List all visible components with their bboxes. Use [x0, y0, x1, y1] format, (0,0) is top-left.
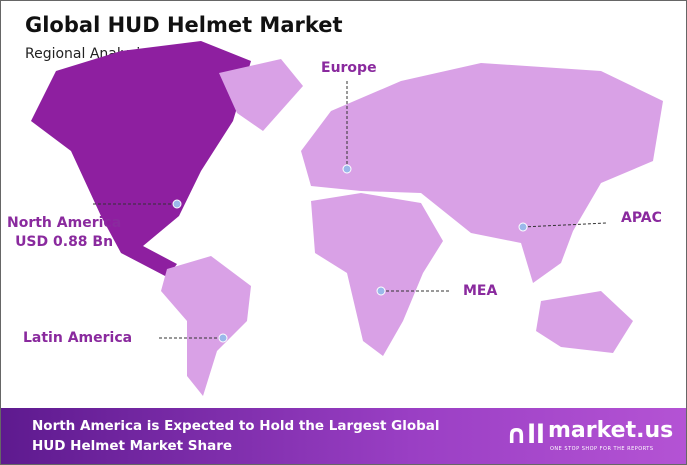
region-value: USD 0.88 Bn [15, 234, 114, 250]
label-mea: MEA [463, 283, 498, 299]
region-name: North America [7, 215, 122, 231]
map-north-america [31, 41, 251, 277]
marker-mea [376, 286, 386, 296]
label-apac: APAC [621, 210, 662, 226]
banner-text: North America is Expected to Hold the La… [32, 416, 440, 456]
marker-north-america [172, 199, 182, 209]
banner-line-1: North America is Expected to Hold the La… [32, 418, 440, 434]
world-map [31, 41, 663, 396]
leader-apac [522, 222, 607, 228]
logo-name: market.us [548, 418, 674, 443]
page-title: Global HUD Helmet Market [25, 13, 343, 37]
map-africa [311, 193, 443, 356]
map-south-america [161, 256, 251, 396]
label-latin-america: Latin America [23, 330, 133, 346]
marker-latin-america [218, 333, 228, 343]
marker-apac [518, 222, 528, 232]
market-us-logo-icon: ∩ll [506, 420, 545, 450]
banner-line-2: HUD Helmet Market Share [32, 438, 233, 454]
map-greenland [219, 59, 303, 131]
marker-europe [342, 164, 352, 174]
label-europe: Europe [321, 60, 377, 76]
logo-tagline: ONE STOP SHOP FOR THE REPORTS [550, 446, 654, 452]
map-australia [536, 291, 633, 353]
label-north-america: North America USD 0.88 Bn [7, 214, 121, 252]
footer-banner: North America is Expected to Hold the La… [1, 408, 686, 464]
map-eurasia [301, 63, 663, 283]
